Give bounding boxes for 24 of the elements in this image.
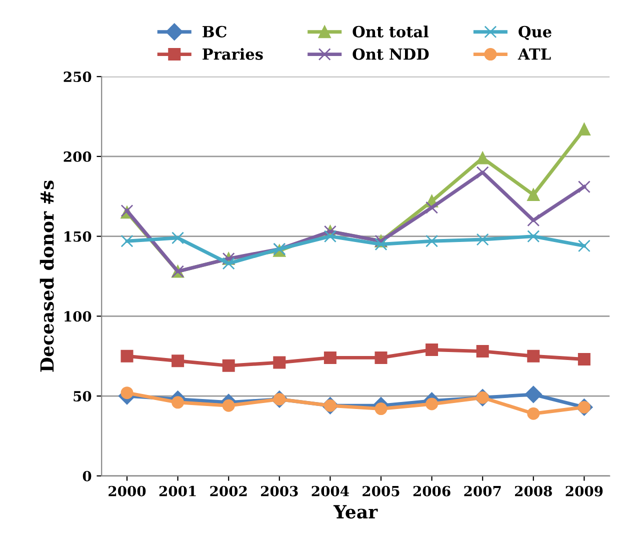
x-tick-label: 2003 bbox=[261, 486, 298, 496]
legend-label: ATL bbox=[518, 48, 551, 60]
x-tick-label: 2004 bbox=[312, 486, 349, 496]
x-axis-title: Year bbox=[333, 505, 378, 519]
x-tick-label: 2005 bbox=[362, 486, 400, 496]
y-tick-label: 250 bbox=[64, 72, 92, 82]
y-tick-label: 0 bbox=[82, 470, 92, 482]
x-tick-label: 2000 bbox=[108, 486, 146, 496]
y-tick-label: 150 bbox=[64, 231, 92, 242]
x-tick-label: 2006 bbox=[413, 486, 450, 496]
y-axis-title: Deceased donor #s bbox=[40, 180, 54, 372]
x-tick-label: 2001 bbox=[159, 486, 196, 496]
legend-label: Ont NDD bbox=[352, 48, 429, 60]
x-tick-label: 2002 bbox=[210, 486, 247, 496]
x-tick-label: 2008 bbox=[515, 486, 552, 496]
legend-label: BC bbox=[202, 26, 226, 38]
x-tick-label: 2009 bbox=[566, 486, 603, 496]
legend-label: Que bbox=[518, 26, 552, 40]
legend-label: Praries bbox=[202, 48, 263, 60]
y-tick-label: 100 bbox=[64, 311, 92, 322]
y-tick-label: 200 bbox=[64, 151, 92, 162]
legend-label: Ont total bbox=[352, 26, 429, 38]
x-tick-label: 2007 bbox=[464, 486, 501, 496]
y-tick-label: 50 bbox=[74, 390, 92, 402]
